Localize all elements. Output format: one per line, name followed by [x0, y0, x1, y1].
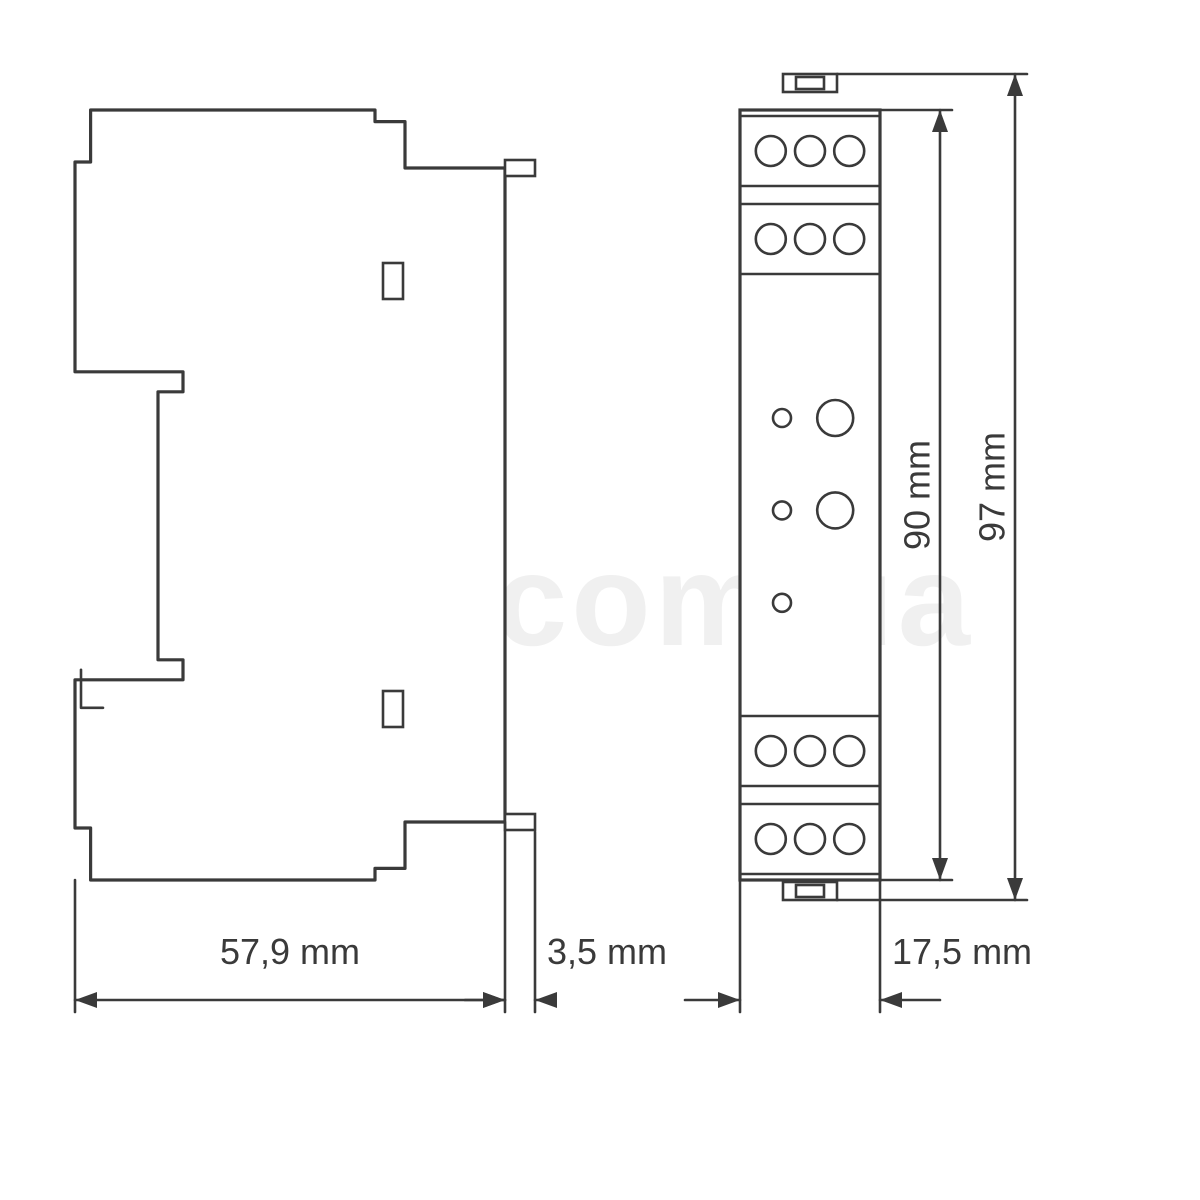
svg-text:57,9 mm: 57,9 mm	[220, 931, 360, 972]
side-view	[75, 110, 535, 880]
technical-drawing: 57,9 mm 3,5 mm 17,5 mm 90 mm 97 mm	[0, 0, 1200, 1200]
svg-text:3,5 mm: 3,5 mm	[547, 931, 667, 972]
front-view	[740, 74, 880, 900]
svg-text:90 mm: 90 mm	[897, 440, 938, 550]
svg-text:17,5 mm: 17,5 mm	[892, 931, 1032, 972]
svg-text:97 mm: 97 mm	[972, 432, 1013, 542]
